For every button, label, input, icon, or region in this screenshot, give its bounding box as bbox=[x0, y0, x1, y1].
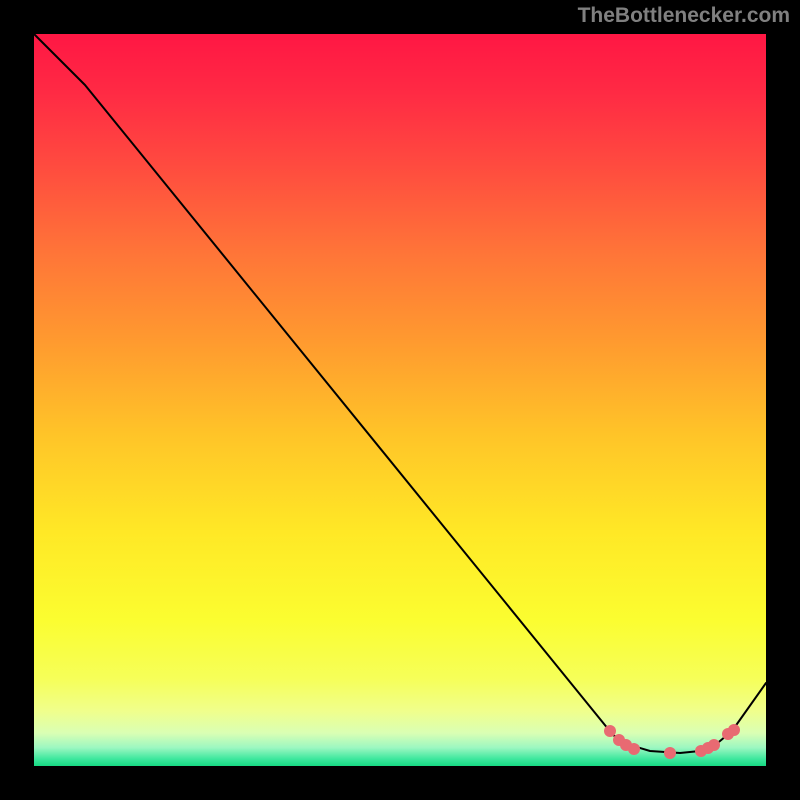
chart-svg bbox=[0, 0, 800, 800]
data-point bbox=[604, 725, 616, 737]
data-point bbox=[708, 739, 720, 751]
watermark-text: TheBottlenecker.com bbox=[578, 4, 790, 28]
data-point bbox=[728, 724, 740, 736]
chart-container: TheBottlenecker.com bbox=[0, 0, 800, 800]
data-point bbox=[664, 747, 676, 759]
plot-background bbox=[34, 34, 766, 766]
data-point bbox=[628, 743, 640, 755]
